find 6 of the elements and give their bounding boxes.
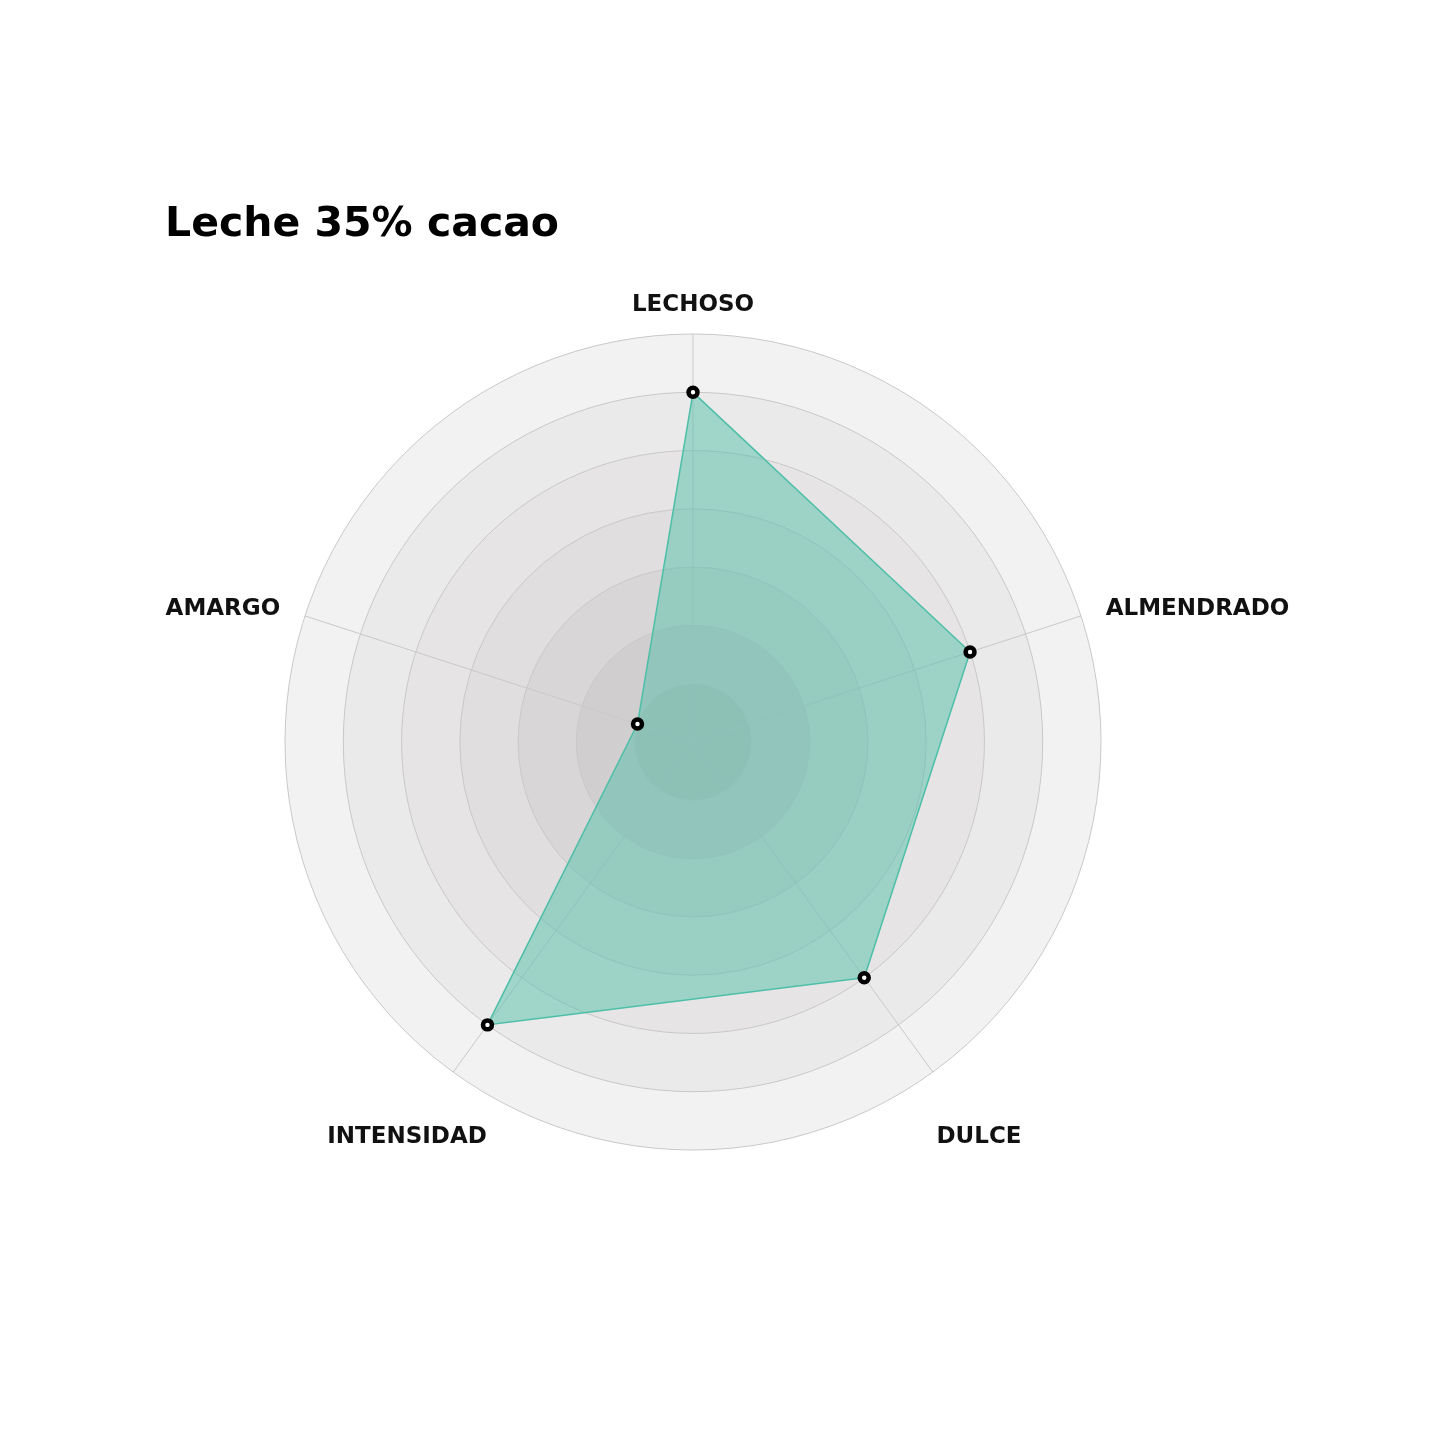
spoke-label: AMARGO — [165, 593, 281, 620]
spoke-label: INTENSIDAD — [327, 1121, 487, 1148]
chart-title: Leche 35% cacao — [165, 198, 560, 246]
spoke-label: ALMENDRADO — [1105, 593, 1290, 620]
spoke-label: LECHOSO — [631, 290, 755, 316]
spoke-label: DULCE — [936, 1121, 1022, 1148]
